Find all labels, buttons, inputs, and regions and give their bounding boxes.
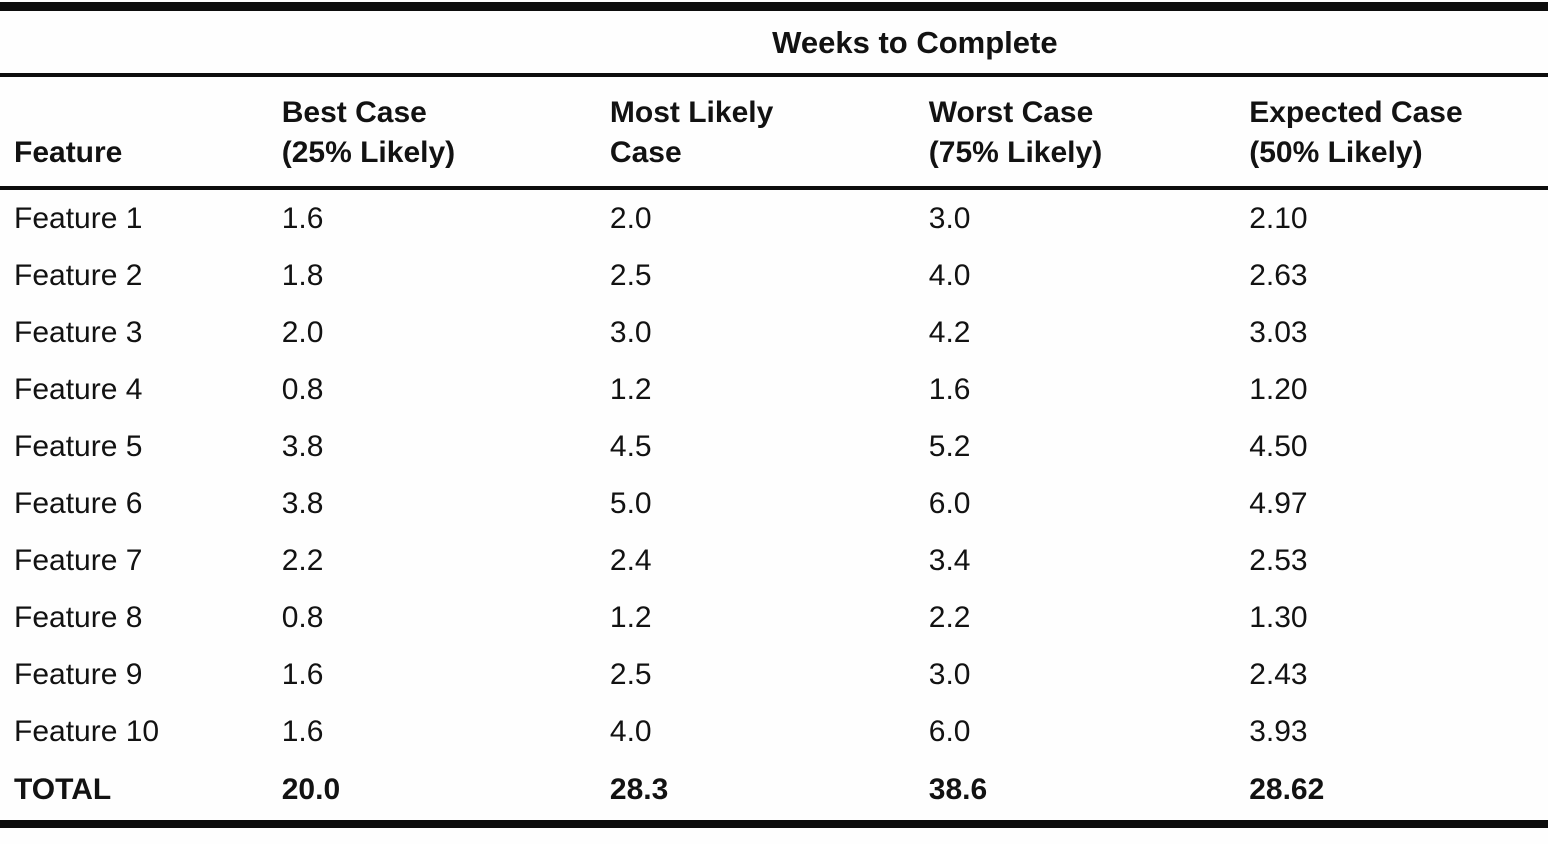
total-label: TOTAL — [0, 760, 282, 829]
header-line-1: Most Likely — [609, 96, 774, 129]
cell-expected-case: 3.03 — [1249, 315, 1308, 349]
cell-most-likely: 1.2 — [609, 600, 652, 634]
cell-expected-case: 4.97 — [1249, 486, 1308, 520]
cell-worst-case: 3.4 — [928, 543, 971, 577]
header-line-2: (75% Likely) — [928, 135, 1103, 169]
table-row-feature-3: Feature 3 2.0 3.0 4.2 3.03 — [0, 304, 1548, 361]
header-line-1: Expected Case — [1249, 96, 1463, 129]
cell-feature: Feature 1 — [14, 201, 143, 235]
cell-best-case: 0.8 — [281, 372, 324, 406]
table-row-feature-9: Feature 9 1.6 2.5 3.0 2.43 — [0, 646, 1548, 703]
table-row-feature-8: Feature 8 0.8 1.2 2.2 1.30 — [0, 589, 1548, 646]
table-title: Weeks to Complete — [281, 2, 1548, 77]
cell-feature: Feature 2 — [14, 258, 143, 292]
cell-worst-case: 1.6 — [928, 372, 971, 406]
cell-best-case: 0.8 — [281, 600, 324, 634]
header-line-2: (25% Likely) — [281, 135, 456, 169]
cell-feature: Feature 8 — [14, 600, 143, 634]
cell-worst-case: 2.2 — [928, 600, 971, 634]
estimation-table: Weeks to Complete Feature Best Case (25%… — [0, 2, 1548, 829]
cell-best-case: 2.2 — [281, 543, 324, 577]
cell-worst-case: 6.0 — [928, 486, 971, 520]
cell-most-likely: 2.0 — [609, 201, 652, 235]
table-row-feature-7: Feature 7 2.2 2.4 3.4 2.53 — [0, 532, 1548, 589]
table-row-feature-2: Feature 2 1.8 2.5 4.0 2.63 — [0, 247, 1548, 304]
total-most-likely: 28.3 — [609, 760, 929, 829]
column-header-best-case: Best Case (25% Likely) — [281, 75, 610, 191]
cell-worst-case: 6.0 — [928, 714, 971, 748]
cell-feature: Feature 7 — [14, 543, 143, 577]
cell-most-likely: 5.0 — [609, 486, 652, 520]
total-expected-case: 28.62 — [1249, 760, 1548, 829]
cell-worst-case: 5.2 — [928, 429, 971, 463]
cell-expected-case: 2.43 — [1249, 657, 1308, 691]
cell-expected-case: 2.53 — [1249, 543, 1308, 577]
cell-feature: Feature 3 — [14, 315, 143, 349]
cell-expected-case: 3.93 — [1249, 714, 1308, 748]
table-row-feature-10: Feature 10 1.6 4.0 6.0 3.93 — [0, 703, 1548, 760]
cell-feature: Feature 6 — [14, 486, 143, 520]
table-row-feature-5: Feature 5 3.8 4.5 5.2 4.50 — [0, 418, 1548, 475]
column-header-worst-case: Worst Case (75% Likely) — [928, 75, 1250, 191]
cell-worst-case: 4.2 — [928, 315, 971, 349]
cell-best-case: 3.8 — [281, 486, 324, 520]
cell-feature: Feature 4 — [14, 372, 143, 406]
header-line-2: Case — [609, 135, 682, 169]
cell-best-case: 3.8 — [281, 429, 324, 463]
cell-best-case: 1.8 — [281, 258, 324, 292]
header-line-2: (50% Likely) — [1249, 135, 1423, 169]
cell-expected-case: 2.63 — [1249, 258, 1308, 292]
cell-expected-case: 4.50 — [1249, 429, 1308, 463]
cell-most-likely: 2.5 — [609, 258, 652, 292]
cell-most-likely: 4.5 — [609, 429, 652, 463]
cell-most-likely: 3.0 — [609, 315, 652, 349]
cell-best-case: 1.6 — [281, 657, 324, 691]
cell-feature: Feature 9 — [14, 657, 143, 691]
cell-most-likely: 2.4 — [609, 543, 652, 577]
column-header-most-likely-case: Most Likely Case — [609, 75, 929, 191]
cell-most-likely: 2.5 — [609, 657, 652, 691]
cell-expected-case: 1.20 — [1249, 372, 1308, 406]
table-header-row: Feature Best Case (25% Likely) Most Like… — [0, 75, 1548, 191]
column-header-feature: Feature — [0, 75, 282, 191]
table-row-feature-1: Feature 1 1.6 2.0 3.0 2.10 — [0, 188, 1548, 247]
total-best-case: 20.0 — [281, 760, 610, 829]
cell-expected-case: 2.10 — [1249, 201, 1308, 235]
cell-worst-case: 3.0 — [928, 657, 971, 691]
cell-feature: Feature 10 — [14, 714, 160, 748]
cell-worst-case: 3.0 — [928, 201, 971, 235]
cell-most-likely: 4.0 — [609, 714, 652, 748]
table-spanner-row: Weeks to Complete — [0, 2, 1548, 77]
cell-worst-case: 4.0 — [928, 258, 971, 292]
table-row-feature-4: Feature 4 0.8 1.2 1.6 1.20 — [0, 361, 1548, 418]
cell-best-case: 1.6 — [281, 201, 324, 235]
cell-most-likely: 1.2 — [609, 372, 652, 406]
cell-feature: Feature 5 — [14, 429, 143, 463]
header-line-1: Best Case — [281, 96, 427, 129]
table-row-feature-6: Feature 6 3.8 5.0 6.0 4.97 — [0, 475, 1548, 532]
header-line-1: Worst Case — [928, 96, 1094, 129]
cell-best-case: 2.0 — [281, 315, 324, 349]
spanner-spacer-cell — [0, 2, 282, 77]
table-total-row: TOTAL 20.0 28.3 38.6 28.62 — [0, 760, 1548, 829]
cell-expected-case: 1.30 — [1249, 600, 1308, 634]
cell-best-case: 1.6 — [281, 714, 324, 748]
column-header-expected-case: Expected Case (50% Likely) — [1249, 75, 1548, 191]
total-worst-case: 38.6 — [928, 760, 1250, 829]
